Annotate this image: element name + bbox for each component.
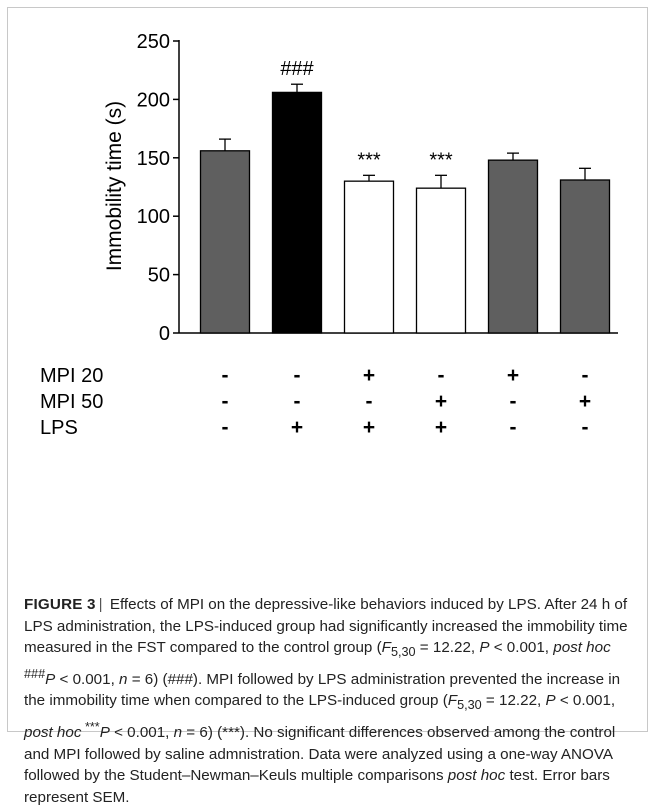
caption-stat: P [479,639,490,657]
treatment-row-label: MPI 20 [40,365,103,387]
y-tick-label: 100 [137,206,170,228]
treatment-mark: + [291,416,303,439]
caption-stat: *** [81,720,100,735]
treatment-mark: + [507,364,519,387]
bar-chart: ### *** *** 0 50 100 150 200 250 MPI 20 - - + - + - MP… [40,31,618,439]
treatment-mark: + [579,390,591,413]
caption-text: < 0.001, [555,692,616,710]
caption-stat: 5,30 [390,645,416,660]
figure-caption: FIGURE 3 | Effects of MPI on the depressi… [24,594,644,809]
caption-stat: n [173,724,183,742]
treatment-mark: - [510,416,517,439]
treatment-mark: - [222,390,229,413]
bar [199,150,251,334]
caption-stat: post hoc [447,767,506,785]
caption-stat: P [45,670,56,688]
y-tick-label: 250 [137,31,170,53]
treatment-mark: + [363,416,375,439]
bar [271,91,323,334]
caption-stat: F [381,639,391,657]
caption-text: < 0.001, [489,639,554,657]
bar [559,179,611,334]
significance-label: *** [357,149,381,171]
significance-label: *** [429,149,453,171]
caption-text: Effects of MPI on the depressive-like be… [24,596,628,657]
y-tick-label: 50 [148,265,170,287]
figure-panel: ### *** *** 0 50 100 150 200 250 MPI 20 - - + - + - MP… [7,7,648,806]
caption-text: < 0.001, [55,670,120,688]
caption-stat: ### [24,666,46,681]
significance-label: ### [280,58,314,80]
caption-text: = 6) (###). MPI followed by LPS administ… [24,670,621,710]
treatment-mark: - [582,416,589,439]
caption-stat: P [545,692,556,710]
caption-stat: post hoc [24,724,82,742]
treatment-mark: + [435,390,447,413]
bar [415,187,467,334]
caption-stat: n [119,670,128,688]
caption-separator: | [98,596,103,613]
treatment-mark: - [510,390,517,413]
treatment-mark: + [435,416,447,439]
treatment-mark: + [363,364,375,387]
caption-stat: P [99,724,110,742]
treatment-mark: - [294,364,301,387]
treatment-mark: - [366,390,373,413]
treatment-mark: - [438,364,445,387]
caption-stat: 5,30 [457,698,482,713]
y-axis-label: Immobility time (s) [103,101,126,271]
caption-stat: post hoc [553,639,611,657]
y-tick-label: 200 [137,89,170,111]
treatment-mark: - [582,364,589,387]
treatment-row-label: LPS [40,417,78,439]
caption-label: FIGURE 3 [24,596,96,613]
caption-text: = 12.22, [481,692,546,710]
treatment-row-label: MPI 50 [40,391,103,413]
caption-stat: F [447,692,458,710]
treatment-mark: - [294,390,301,413]
treatment-mark: - [222,364,229,387]
y-tick-label: 0 [159,323,170,345]
bar [343,180,395,334]
caption-text: = 12.22, [415,639,480,657]
y-tick-label: 150 [137,148,170,170]
bar [487,159,539,334]
caption-text: < 0.001, [109,724,174,742]
treatment-mark: - [222,416,229,439]
